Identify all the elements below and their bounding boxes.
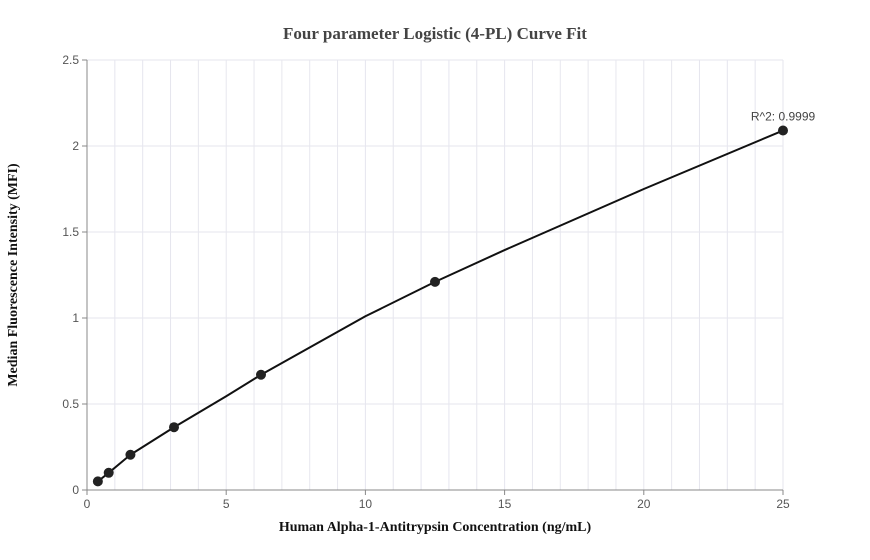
x-tick-label: 0	[84, 497, 91, 511]
x-tick-label: 20	[637, 497, 651, 511]
y-tick-label: 2.5	[62, 53, 79, 67]
data-point	[92, 476, 103, 487]
grid-lines	[86, 59, 784, 491]
x-tick-label: 25	[776, 497, 790, 511]
r-squared-annotation: R^2: 0.9999	[751, 110, 816, 124]
data-points-layer	[92, 125, 788, 487]
data-point	[778, 125, 788, 136]
x-tick-label: 15	[498, 497, 512, 511]
data-point	[125, 449, 136, 460]
data-point	[103, 467, 114, 478]
x-tick-label: 5	[223, 497, 230, 511]
axes	[82, 59, 784, 495]
chart-title: Four parameter Logistic (4-PL) Curve Fit	[283, 24, 587, 43]
y-axis-title: Median Fluorescence Intensity (MFI)	[6, 163, 21, 387]
y-tick-label: 1.5	[62, 225, 79, 239]
tick-labels: 0 0.5 1 1.5 2 2.5 0 5 10 15 20 25	[62, 53, 790, 511]
fit-curve-layer	[97, 129, 784, 483]
data-point	[430, 276, 440, 287]
x-axis-title: Human Alpha-1-Antitrypsin Concentration …	[279, 520, 592, 535]
y-tick-label: 0	[72, 483, 79, 497]
data-point	[256, 369, 266, 380]
fit-curve-line	[97, 129, 784, 483]
y-tick-label: 1	[72, 311, 79, 325]
data-point	[169, 422, 179, 433]
x-tick-label: 10	[359, 497, 373, 511]
y-tick-label: 0.5	[62, 397, 79, 411]
y-tick-label: 2	[72, 139, 79, 153]
